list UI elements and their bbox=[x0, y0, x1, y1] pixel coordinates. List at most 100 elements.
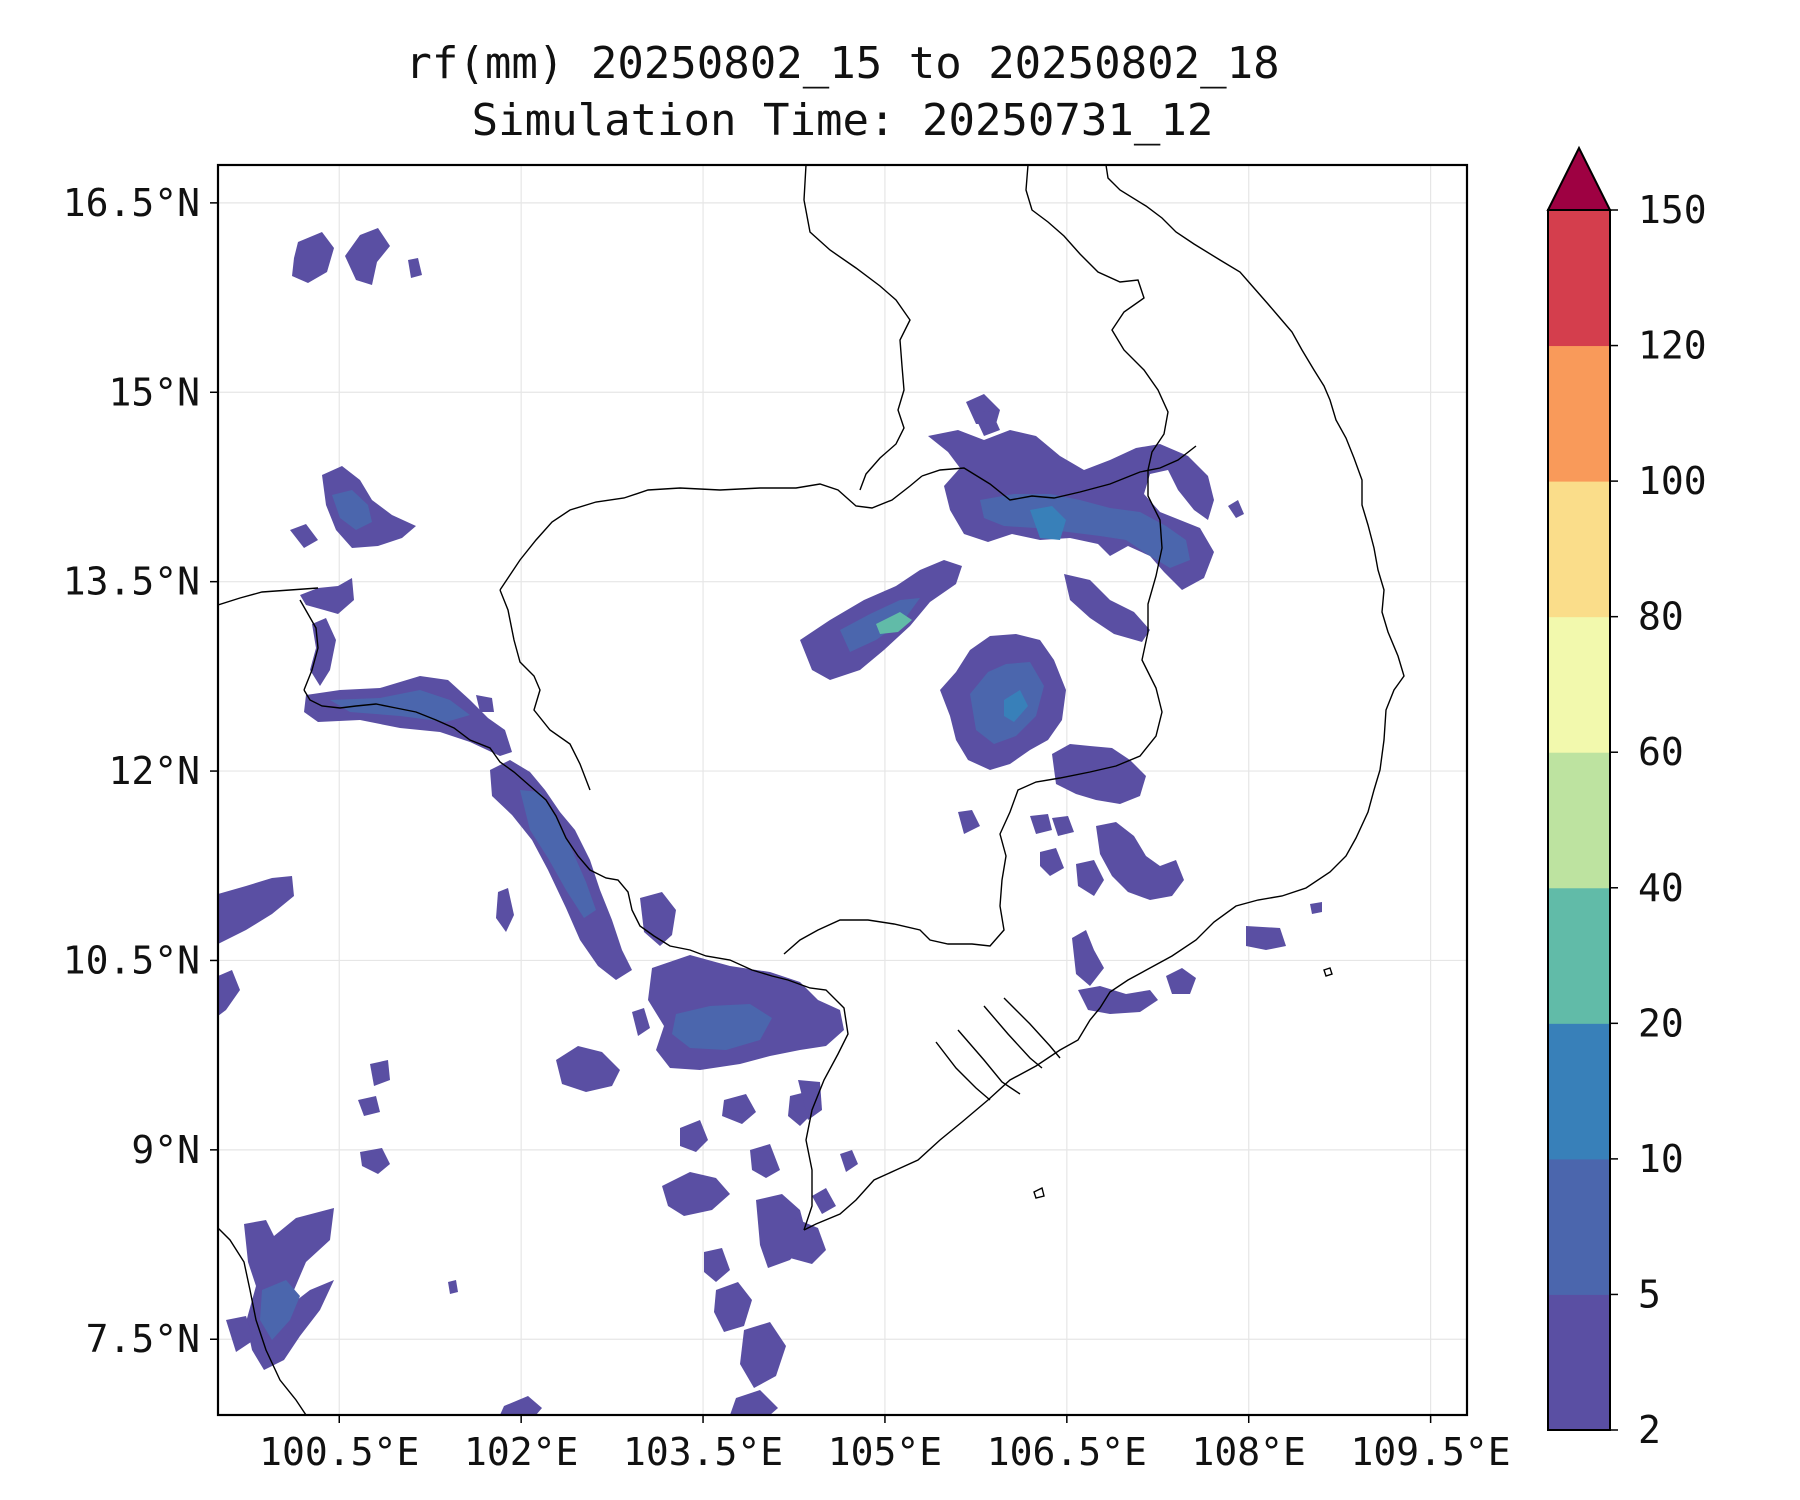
rain-cell bbox=[260, 1280, 300, 1340]
colorbar-segment bbox=[1548, 616, 1610, 753]
rain-cell bbox=[310, 618, 336, 686]
lat-tick-label: 16.5°N bbox=[63, 181, 200, 225]
colorbar-tick-label: 2 bbox=[1638, 1408, 1661, 1452]
rain-cell bbox=[1072, 930, 1104, 986]
rain-cell bbox=[345, 228, 390, 285]
rain-cell bbox=[1030, 506, 1066, 540]
colorbar-tick-label: 10 bbox=[1638, 1137, 1684, 1181]
lon-tick-label: 102°E bbox=[464, 1430, 578, 1474]
rain-cell bbox=[672, 1004, 772, 1050]
coastline bbox=[803, 165, 1405, 1231]
rain-cell bbox=[500, 1396, 542, 1415]
rain-cell bbox=[370, 1060, 390, 1086]
rain-cell bbox=[1052, 744, 1146, 804]
border bbox=[499, 475, 923, 591]
rain-cell bbox=[218, 970, 240, 1016]
rain-cell bbox=[330, 690, 470, 722]
lat-tick-label: 12°N bbox=[108, 749, 200, 793]
rain-cell bbox=[556, 1046, 620, 1092]
rain-cell bbox=[226, 1316, 254, 1352]
colorbar-segment bbox=[1548, 887, 1610, 1024]
lat-tick-label: 13.5°N bbox=[63, 560, 200, 604]
rain-cell bbox=[300, 578, 354, 614]
coastline bbox=[218, 587, 319, 606]
rain-cell bbox=[520, 790, 596, 918]
rain-cell bbox=[632, 1008, 650, 1036]
colorbar-segment bbox=[1548, 481, 1610, 618]
border bbox=[803, 165, 911, 491]
colorbar-tick-label: 20 bbox=[1638, 1001, 1684, 1045]
colorbar-segment bbox=[1548, 345, 1610, 482]
lat-tick-label: 15°N bbox=[108, 370, 200, 414]
rain-cell bbox=[812, 1188, 836, 1214]
rain-cell bbox=[876, 612, 912, 634]
border bbox=[1025, 165, 1169, 471]
rain-cell bbox=[1228, 500, 1244, 518]
rain-cell bbox=[1004, 690, 1028, 722]
rain-cell bbox=[1064, 574, 1150, 642]
lon-tick-label: 106.5°E bbox=[987, 1430, 1147, 1474]
coastline bbox=[299, 599, 319, 691]
rain-cell bbox=[750, 1144, 780, 1178]
colorbar-tick-label: 5 bbox=[1638, 1272, 1661, 1316]
border bbox=[499, 589, 591, 791]
river-mouth bbox=[1003, 997, 1061, 1059]
colorbar: 2 5 10 20 40 60 80 100 120 150 bbox=[1546, 145, 1707, 1452]
coastline bbox=[218, 1227, 307, 1415]
rain-cell bbox=[680, 1120, 708, 1152]
river-mouth bbox=[957, 1029, 1021, 1095]
rain-cell bbox=[972, 410, 1000, 436]
border bbox=[921, 445, 1197, 501]
rain-cell bbox=[722, 1094, 756, 1124]
rain-cell bbox=[448, 1280, 458, 1294]
map-subtitle: Simulation Time: 20250731_12 bbox=[471, 95, 1214, 146]
rain-cell bbox=[1040, 848, 1064, 876]
colorbar-segment bbox=[1548, 210, 1610, 347]
rain-cell bbox=[1076, 860, 1104, 896]
colorbar-tick-label: 40 bbox=[1638, 866, 1684, 910]
rain-cell bbox=[360, 1148, 390, 1174]
rain-cell bbox=[1078, 986, 1158, 1014]
lon-tick-label: 103.5°E bbox=[623, 1430, 783, 1474]
lon-tick-label: 109.5°E bbox=[1351, 1430, 1511, 1474]
rain-cell bbox=[1166, 968, 1196, 994]
rain-cell bbox=[496, 888, 514, 932]
rain-cell bbox=[218, 876, 294, 944]
island bbox=[1033, 1186, 1045, 1199]
rain-cell bbox=[1030, 814, 1052, 834]
rain-cell bbox=[1052, 816, 1074, 836]
lon-tick-label: 105°E bbox=[828, 1430, 942, 1474]
lon-tick-label: 108°E bbox=[1192, 1430, 1306, 1474]
rain-cell bbox=[332, 490, 372, 530]
border bbox=[783, 470, 1163, 955]
colorbar-tick-label: 60 bbox=[1638, 730, 1684, 774]
rain-cell bbox=[730, 1390, 778, 1415]
rain-cell bbox=[1246, 926, 1286, 950]
coastlines-borders bbox=[218, 165, 1405, 1415]
lat-tick-label: 9°N bbox=[131, 1128, 200, 1172]
lon-tick-label: 100.5°E bbox=[259, 1430, 419, 1474]
rain-cell bbox=[774, 1218, 826, 1264]
rain-cell bbox=[798, 1080, 822, 1120]
rain-cell bbox=[958, 810, 980, 834]
river-mouth bbox=[983, 1005, 1043, 1069]
river-mouth bbox=[935, 1041, 991, 1101]
rain-cell bbox=[840, 1150, 858, 1172]
rain-cell bbox=[290, 524, 318, 548]
latitude-ticks: 16.5°N 15°N 13.5°N 12°N 10.5°N 9°N 7.5°N bbox=[63, 181, 218, 1361]
longitude-ticks: 100.5°E 102°E 103.5°E 105°E 106.5°E 108°E 109.… bbox=[259, 1415, 1511, 1474]
rain-cell bbox=[322, 466, 416, 548]
rain-cell bbox=[740, 1322, 786, 1388]
rain-cell bbox=[408, 258, 422, 278]
colorbar-tick-label: 80 bbox=[1638, 595, 1684, 639]
rain-cell bbox=[714, 1282, 752, 1332]
rain-cell bbox=[476, 695, 494, 712]
rain-cell bbox=[1096, 822, 1184, 900]
colorbar-tick-label: 150 bbox=[1638, 188, 1707, 232]
coastline bbox=[303, 689, 849, 1231]
map-title: rf(mm) 20250802_15 to 20250802_18 bbox=[405, 38, 1280, 89]
rain-cell bbox=[358, 1096, 380, 1116]
rainfall-contours bbox=[218, 228, 1322, 1415]
colorbar-extend-max bbox=[1546, 145, 1612, 211]
